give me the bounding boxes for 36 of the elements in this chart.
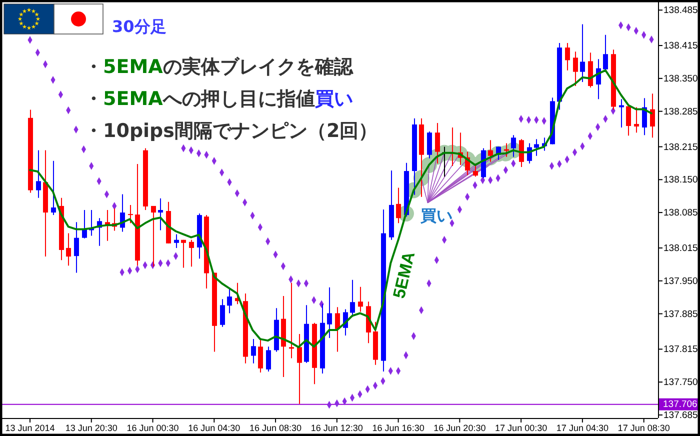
annotation: の実体ブレイクを確認 [162,56,354,78]
x-tick-label: 17 Jun 08:30 [618,422,670,433]
y-tick-label: 137.815 [664,344,698,356]
annotation: への押し目に指値 [162,88,315,110]
y-tick-label: 138.415 [664,40,698,52]
annotation: 5EMA [103,56,164,78]
y-tick-label: 138.485 [664,5,698,16]
y-tick-label: 138.350 [664,73,698,84]
y-tick-label: 137.750 [664,377,698,388]
y-tick-label: 137.685 [664,410,698,422]
annotation: 5EMA [103,88,164,110]
text: 30分足 [112,17,166,36]
annotation: ・10pips間隔でナンピン（2回） [84,120,378,142]
y-tick-label: 137.950 [664,276,698,287]
x-tick-label: 16 Jun 12:30 [310,422,363,433]
x-tick-label: 13 Jun 20:30 [65,422,118,433]
x-tick-label: 16 Jun 16:30 [372,422,424,433]
x-tick-label: 16 Jun 04:30 [188,422,240,433]
x-tick-label: 16 Jun 08:30 [250,422,302,433]
y-tick-label: 138.150 [664,174,698,186]
y-tick-label: 138.285 [664,106,698,118]
y-tick-label: 138.085 [664,208,698,219]
annotation: 買い [314,88,353,110]
x-tick-label: 16 Jun 20:30 [434,422,486,433]
annotation: 買い [420,206,453,225]
y-tick-label: 138.215 [664,142,698,153]
text: 5EMA [390,250,419,300]
x-tick-label: 17 Jun 04:30 [556,422,608,433]
ref-line-label: 137.706 [663,398,698,410]
y-tick-label: 138.015 [664,242,698,254]
annotation: ・ [84,88,103,110]
x-tick-label: 17 Jun 00:30 [495,422,548,433]
y-tick-label: 137.885 [664,308,698,320]
annotation: ・ [84,56,103,78]
x-tick-label: 13 Jun 2014 [5,422,55,433]
x-tick-label: 16 Jun 00:30 [126,422,179,433]
